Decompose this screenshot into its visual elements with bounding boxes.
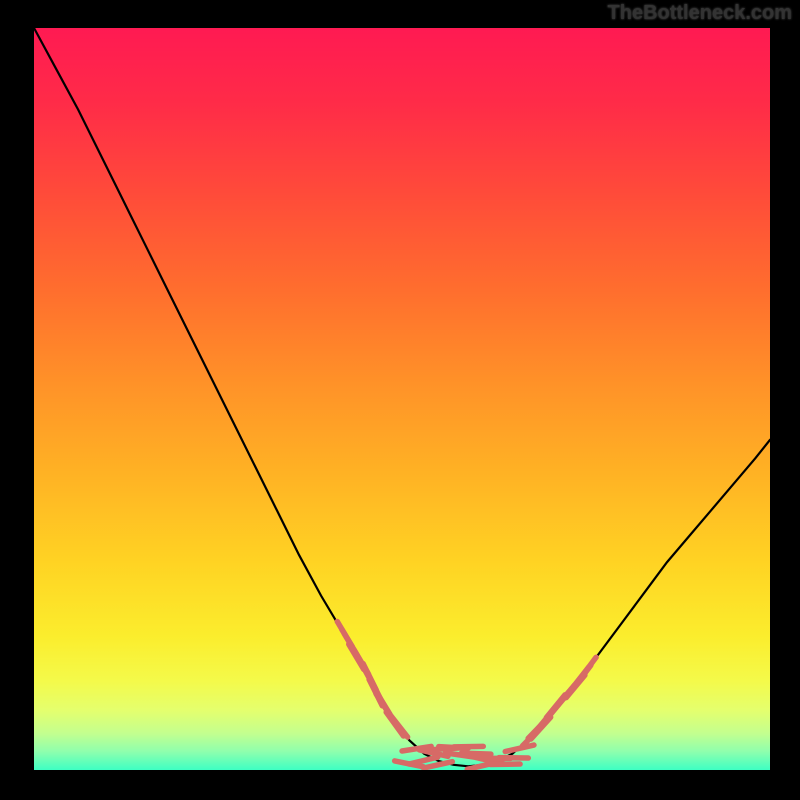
chart-svg: [34, 28, 770, 770]
marker-dash: [454, 746, 483, 747]
plot-area: [34, 28, 770, 770]
marker-dash: [424, 762, 453, 768]
marker-dash: [579, 657, 597, 681]
bottleneck-curve: [34, 28, 770, 766]
marker-dash: [505, 745, 534, 751]
attribution-text: TheBottleneck.com: [608, 2, 792, 25]
marker-dashes-group: [337, 622, 596, 770]
marker-dash: [461, 753, 490, 754]
marker-dash: [409, 757, 438, 764]
